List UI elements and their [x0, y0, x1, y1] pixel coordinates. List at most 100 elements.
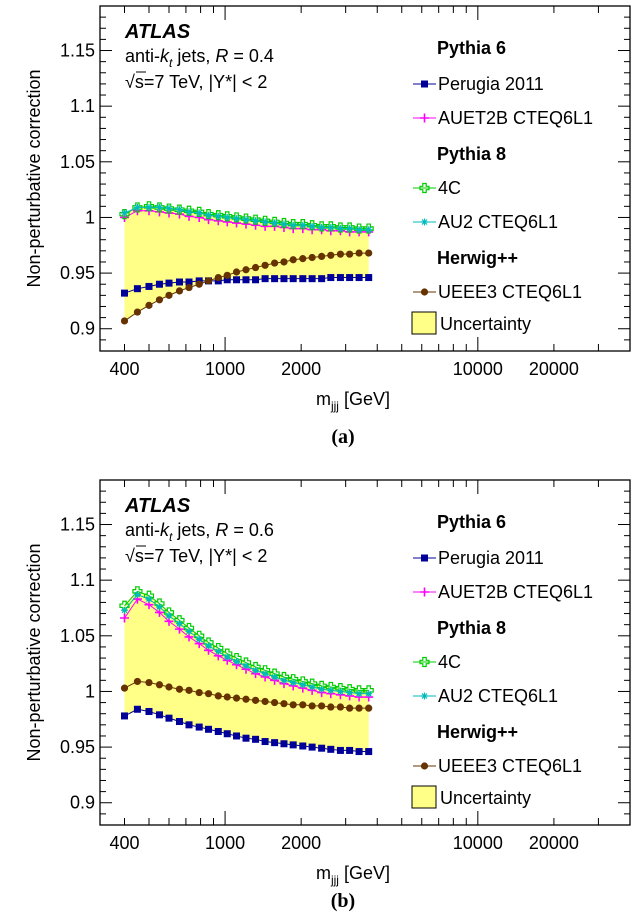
legend-label: AU2 CTEQ6L1 — [438, 686, 558, 706]
data-point — [269, 216, 280, 228]
marker-star — [299, 221, 307, 229]
data-point — [336, 274, 344, 282]
data-point — [278, 217, 290, 229]
data-point — [145, 282, 153, 290]
data-point — [185, 283, 193, 292]
marker-star — [346, 225, 354, 233]
marker-square — [165, 279, 173, 287]
marker-star — [289, 221, 297, 229]
legend-label: AU2 CTEQ6L1 — [438, 212, 558, 232]
marker-plus — [119, 613, 129, 623]
energy-rapidity-text: s=7 TeV, |Y*| < 2 — [135, 546, 267, 566]
legend-label: UEEE3 CTEQ6L1 — [438, 282, 582, 302]
marker-circle — [155, 296, 164, 304]
legend-entry-uncertainty: Uncertainty — [411, 311, 531, 335]
data-point — [185, 627, 193, 635]
marker-open-cross — [240, 213, 252, 224]
marker-circle — [336, 703, 345, 711]
marker-circle — [420, 762, 429, 770]
energy-rapidity-label: √s=7 TeV, |Y*| < 2 — [125, 546, 267, 566]
marker-star — [214, 647, 222, 655]
marker-star — [308, 683, 316, 691]
data-point — [155, 711, 163, 719]
data-point — [195, 635, 203, 643]
marker-circle — [155, 681, 164, 689]
data-point — [252, 217, 260, 225]
legend-label: 4C — [438, 178, 461, 198]
data-point — [120, 317, 129, 325]
legend-entry: Perugia 2011 — [413, 548, 544, 568]
data-point — [353, 223, 365, 234]
legend-marker — [419, 182, 430, 194]
data-point — [233, 657, 241, 665]
data-point — [231, 212, 242, 223]
data-point — [261, 670, 269, 678]
marker-circle — [223, 693, 231, 701]
data-point — [289, 275, 297, 283]
y-tick-label: 1 — [85, 681, 95, 701]
marker-circle — [346, 250, 354, 258]
data-point — [318, 702, 326, 710]
marker-star — [280, 676, 288, 684]
data-point — [120, 712, 128, 720]
jet-radius-symbol: R — [215, 46, 228, 66]
marker-square — [355, 274, 363, 282]
data-point — [133, 591, 141, 599]
data-point — [289, 256, 297, 264]
marker-star — [145, 203, 153, 211]
data-point — [308, 743, 316, 751]
data-point — [365, 226, 373, 234]
marker-star — [355, 690, 363, 698]
marker-square — [289, 741, 297, 749]
jet-algo-prefix: anti- — [125, 46, 160, 66]
marker-square — [214, 728, 222, 736]
data-point — [205, 211, 213, 219]
jet-algo-prefix: anti- — [125, 520, 160, 540]
marker-circle — [120, 684, 129, 692]
x-tick-label: 10000 — [453, 833, 503, 853]
data-point — [355, 748, 363, 756]
data-point — [175, 685, 184, 693]
marker-star — [289, 679, 297, 687]
marker-square — [365, 748, 373, 756]
marker-square — [327, 274, 335, 282]
marker-circle — [214, 273, 222, 282]
marker-star — [175, 620, 183, 628]
y-tick-label: 0.95 — [60, 737, 95, 757]
data-point — [336, 687, 344, 695]
marker-open-cross — [231, 212, 242, 223]
marker-star — [155, 203, 163, 211]
x-axis-title: mjjj [GeV] — [316, 389, 390, 413]
marker-open-cross — [213, 210, 224, 221]
x-tick-label: 2000 — [281, 833, 321, 853]
data-point — [175, 620, 183, 628]
data-point — [133, 308, 142, 316]
data-point — [346, 704, 354, 712]
series-ueee3-cteq6l1 — [120, 249, 373, 325]
marker-square — [195, 723, 203, 731]
legend-entry: AU2 CTEQ6L1 — [413, 212, 558, 232]
data-point — [252, 735, 260, 743]
data-point — [145, 707, 153, 715]
legend-label: AUET2B CTEQ6L1 — [438, 582, 593, 602]
data-point — [195, 209, 203, 217]
marker-star — [365, 690, 373, 698]
marker-circle — [270, 698, 279, 707]
data-point — [195, 723, 203, 731]
marker-square — [327, 745, 335, 753]
data-point — [261, 697, 269, 706]
marker-open-cross — [250, 214, 261, 225]
legend-marker — [419, 656, 430, 668]
legend-marker — [420, 113, 429, 123]
series-au2-cteq6l1 — [120, 203, 373, 234]
jet-algorithm-label: anti-kt jets, R = 0.4 — [125, 46, 274, 70]
marker-circle — [185, 686, 193, 694]
jet-algo-k: k — [160, 46, 170, 66]
marker-star — [299, 681, 307, 689]
marker-star — [155, 603, 163, 611]
data-point — [175, 278, 183, 286]
jet-radius-value: = 0.4 — [228, 46, 274, 66]
marker-square — [336, 274, 344, 282]
data-point — [260, 215, 271, 226]
data-point — [165, 291, 173, 299]
